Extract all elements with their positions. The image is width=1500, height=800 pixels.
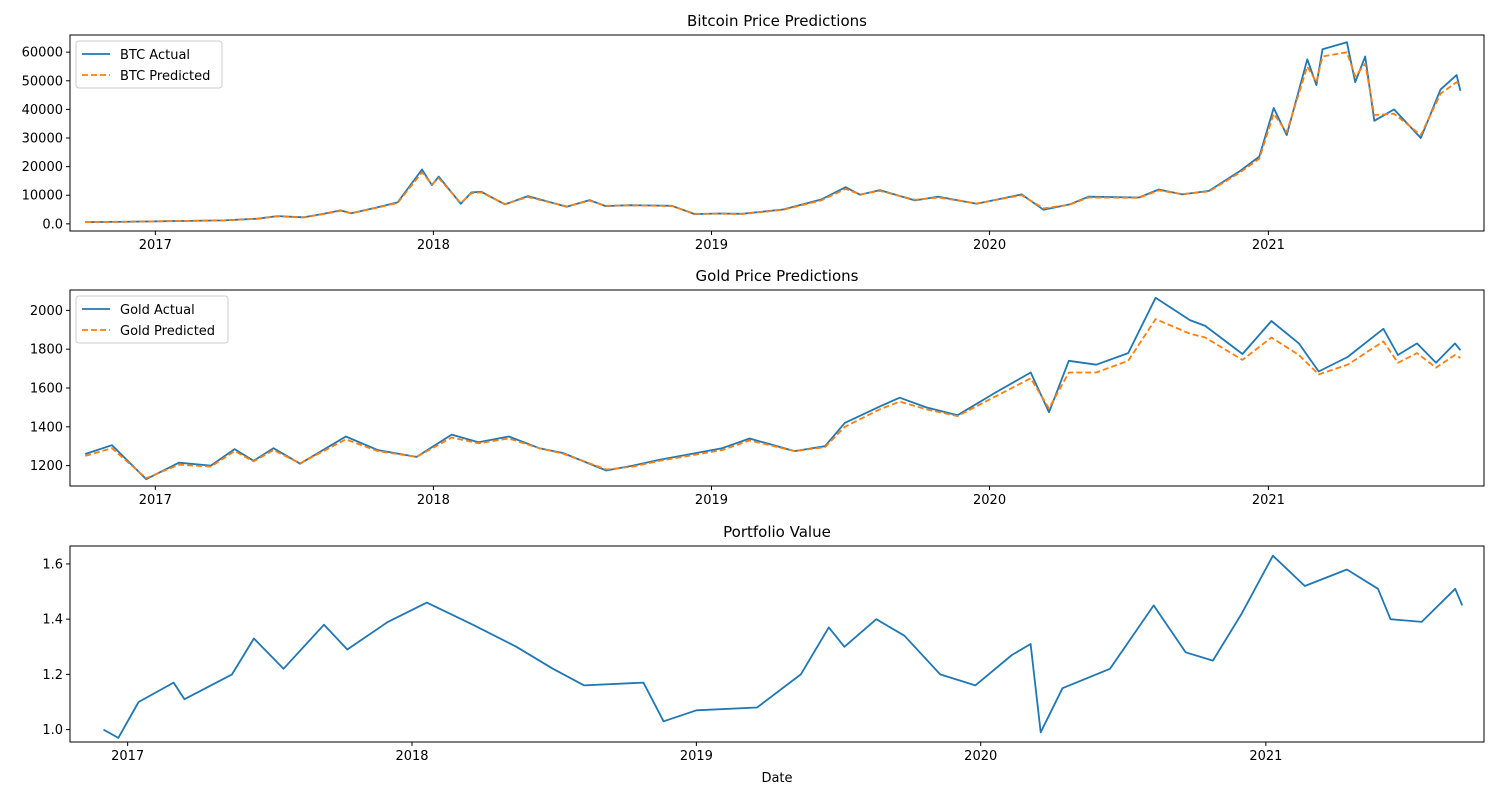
gold-series-line-1: [84, 318, 1461, 480]
gold-y-tick-label: 1400: [30, 420, 63, 435]
btc-y-tick-label: 0.0: [42, 217, 63, 232]
portfolio-chart-title: Portfolio Value: [723, 523, 831, 541]
portfolio-y-tick-label: 1.2: [42, 668, 63, 683]
portfolio-y-tick-label: 1.4: [42, 613, 63, 628]
btc-legend-frame: [75, 40, 223, 89]
gold-y-tick-label: 1200: [30, 459, 63, 474]
btc-series-line-1: [85, 51, 1461, 223]
btc-chart-title: Bitcoin Price Predictions: [687, 12, 867, 30]
gold-x-tick-label: 2021: [1252, 493, 1285, 508]
gold-x-tick-label: 2019: [695, 493, 728, 508]
portfolio-plot-area: 2017 2018 2019 2020 2021 1.0 1.2 1.4 1.6: [42, 545, 1485, 764]
btc-legend-actual-label: BTC Actual: [120, 48, 190, 63]
btc-x-tick-label: 2020: [973, 238, 1006, 253]
btc-y-tick-label: 20000: [22, 160, 63, 175]
btc-y-tick-label: 40000: [22, 103, 63, 118]
gold-x-tick-label: 2017: [139, 493, 172, 508]
gold-legend-frame: [75, 295, 229, 344]
btc-y-tick-label: 10000: [22, 189, 63, 204]
btc-x-tick-label: 2017: [139, 238, 172, 253]
gold-y-tick-label: 1600: [30, 382, 63, 397]
portfolio-y-tick-label: 1.0: [42, 723, 63, 738]
gold-legend-predicted-label: Gold Predicted: [120, 324, 215, 339]
gold-chart-title: Gold Price Predictions: [696, 267, 859, 285]
x-axis-label: Date: [761, 771, 792, 786]
btc-x-tick-label: 2021: [1252, 238, 1285, 253]
portfolio-panel: Portfolio Value 2017 2018 2019 2020 2021 1.0 1…: [42, 523, 1485, 764]
btc-y-tick-label: 50000: [22, 74, 63, 89]
portfolio-x-tick-label: 2019: [680, 749, 713, 764]
portfolio-y-tick-label: 1.6: [42, 557, 63, 572]
gold-legend: Gold Actual Gold Predicted: [75, 295, 229, 344]
btc-x-tick-label: 2019: [695, 238, 728, 253]
gold-panel: Gold Price Predictions 2017 2018 2019 2020 2…: [30, 267, 1485, 508]
gold-y-tick-label: 1800: [30, 343, 63, 358]
portfolio-x-tick-label: 2021: [1249, 749, 1282, 764]
btc-axes-frame: [69, 34, 1485, 232]
portfolio-x-tick-label: 2020: [964, 749, 997, 764]
btc-plot-area: 2017 2018 2019 2020 2021 0.0 10000 20000 30000 40…: [22, 34, 1485, 253]
portfolio-x-tick-label: 2018: [395, 749, 428, 764]
gold-x-tick-label: 2018: [417, 493, 450, 508]
btc-y-tick-label: 60000: [22, 46, 63, 61]
gold-y-tick-label: 2000: [30, 304, 63, 319]
btc-panel: Bitcoin Price Predictions 2017 2018 2019 20…: [22, 12, 1485, 253]
portfolio-axes-frame: [69, 545, 1485, 743]
gold-x-tick-label: 2020: [973, 493, 1006, 508]
gold-legend-actual-label: Gold Actual: [120, 303, 195, 318]
btc-x-tick-label: 2018: [417, 238, 450, 253]
btc-legend-predicted-label: BTC Predicted: [120, 69, 210, 84]
btc-y-tick-label: 30000: [22, 132, 63, 147]
btc-legend: BTC Actual BTC Predicted: [75, 40, 223, 89]
portfolio-x-tick-label: 2017: [111, 749, 144, 764]
portfolio-series-line-0: [103, 554, 1464, 739]
gold-plot-area: 2017 2018 2019 2020 2021 1200 1400 1600 1800 2000: [30, 289, 1485, 508]
